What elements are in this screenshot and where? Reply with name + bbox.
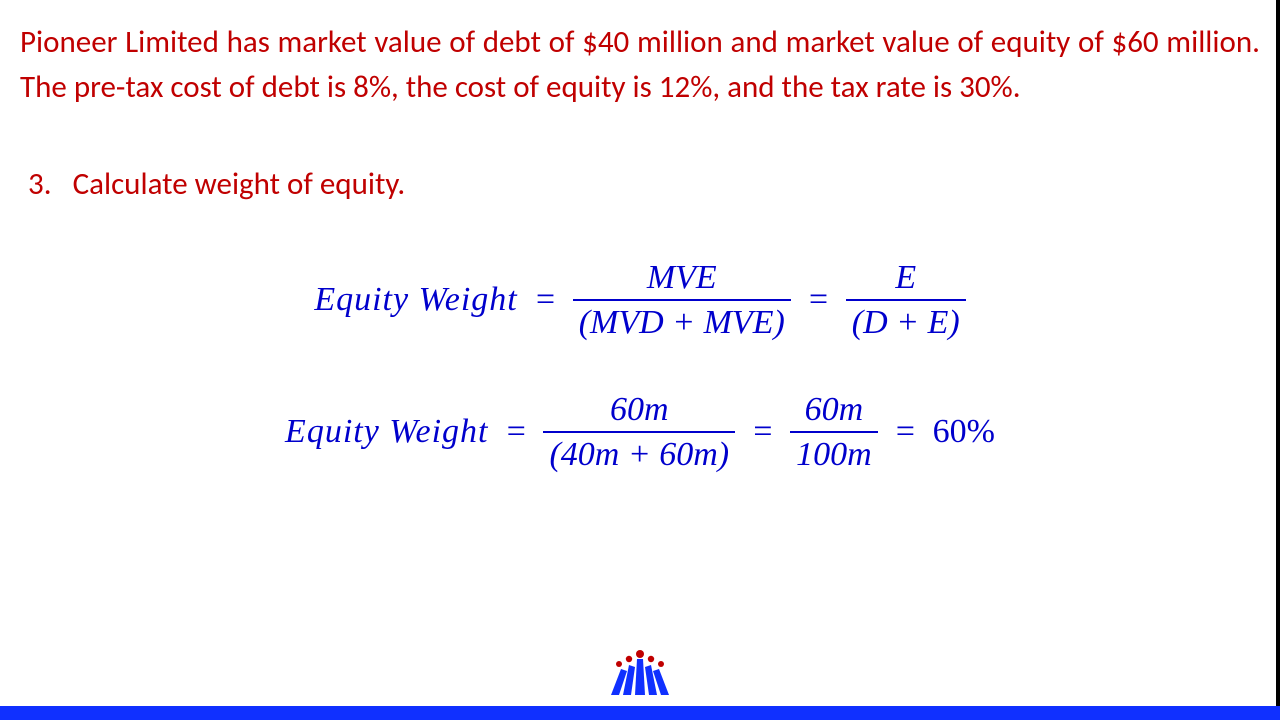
fraction-60-over-sum: 60m (40m + 60m) bbox=[543, 390, 735, 474]
formula-general: Equity Weight = MVE (MVD + MVE) = E (D +… bbox=[20, 258, 1260, 342]
question-text: Calculate weight of equity. bbox=[73, 165, 406, 203]
question-line: 3. Calculate weight of equity. bbox=[28, 165, 1260, 203]
equals-sign: = bbox=[532, 281, 559, 319]
formula-label: Equity Weight bbox=[314, 281, 517, 319]
fraction-e: E (D + E) bbox=[846, 258, 966, 342]
institute-logo bbox=[595, 647, 685, 702]
result-percent: 60% bbox=[933, 413, 995, 451]
equals-sign: = bbox=[749, 413, 776, 451]
fraction-60-over-100: 60m 100m bbox=[790, 390, 878, 474]
slide-content: Pioneer Limited has market value of debt… bbox=[0, 0, 1280, 474]
equals-sign: = bbox=[502, 413, 529, 451]
equals-sign: = bbox=[805, 281, 832, 319]
logo-icon bbox=[595, 647, 685, 697]
question-number: 3. bbox=[28, 165, 52, 203]
problem-statement: Pioneer Limited has market value of debt… bbox=[20, 20, 1260, 110]
equals-sign: = bbox=[892, 413, 919, 451]
right-border bbox=[1276, 0, 1280, 706]
fraction-mve: MVE (MVD + MVE) bbox=[573, 258, 791, 342]
formula-numeric: Equity Weight = 60m (40m + 60m) = 60m 10… bbox=[20, 390, 1260, 474]
bottom-bar bbox=[0, 706, 1280, 720]
formula-block: Equity Weight = MVE (MVD + MVE) = E (D +… bbox=[20, 258, 1260, 474]
formula-label: Equity Weight bbox=[285, 413, 488, 451]
